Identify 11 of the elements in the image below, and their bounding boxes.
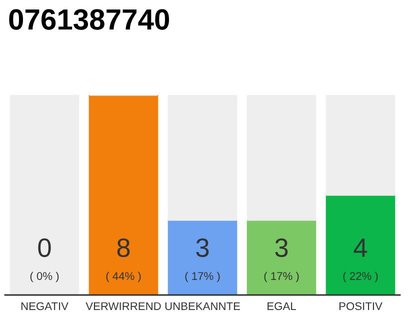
x-tick-label: POSITIV [339,302,382,310]
x-tick-label: UNBEKANNTE [165,302,240,310]
data-label: 3 ( 17% ) [185,238,220,282]
x-tick-label: NEGATIV [21,302,68,310]
data-label: 4 ( 22% ) [343,238,378,282]
chart-title: 0761387740 [9,9,170,30]
data-label: 8 ( 44% ) [106,238,141,282]
data-label: 3 ( 17% ) [264,238,299,282]
x-tick-label: EGAL [268,302,296,310]
x-tick-label: VERWIRREND [86,302,161,310]
data-label: 0 ( 0% ) [30,238,59,282]
